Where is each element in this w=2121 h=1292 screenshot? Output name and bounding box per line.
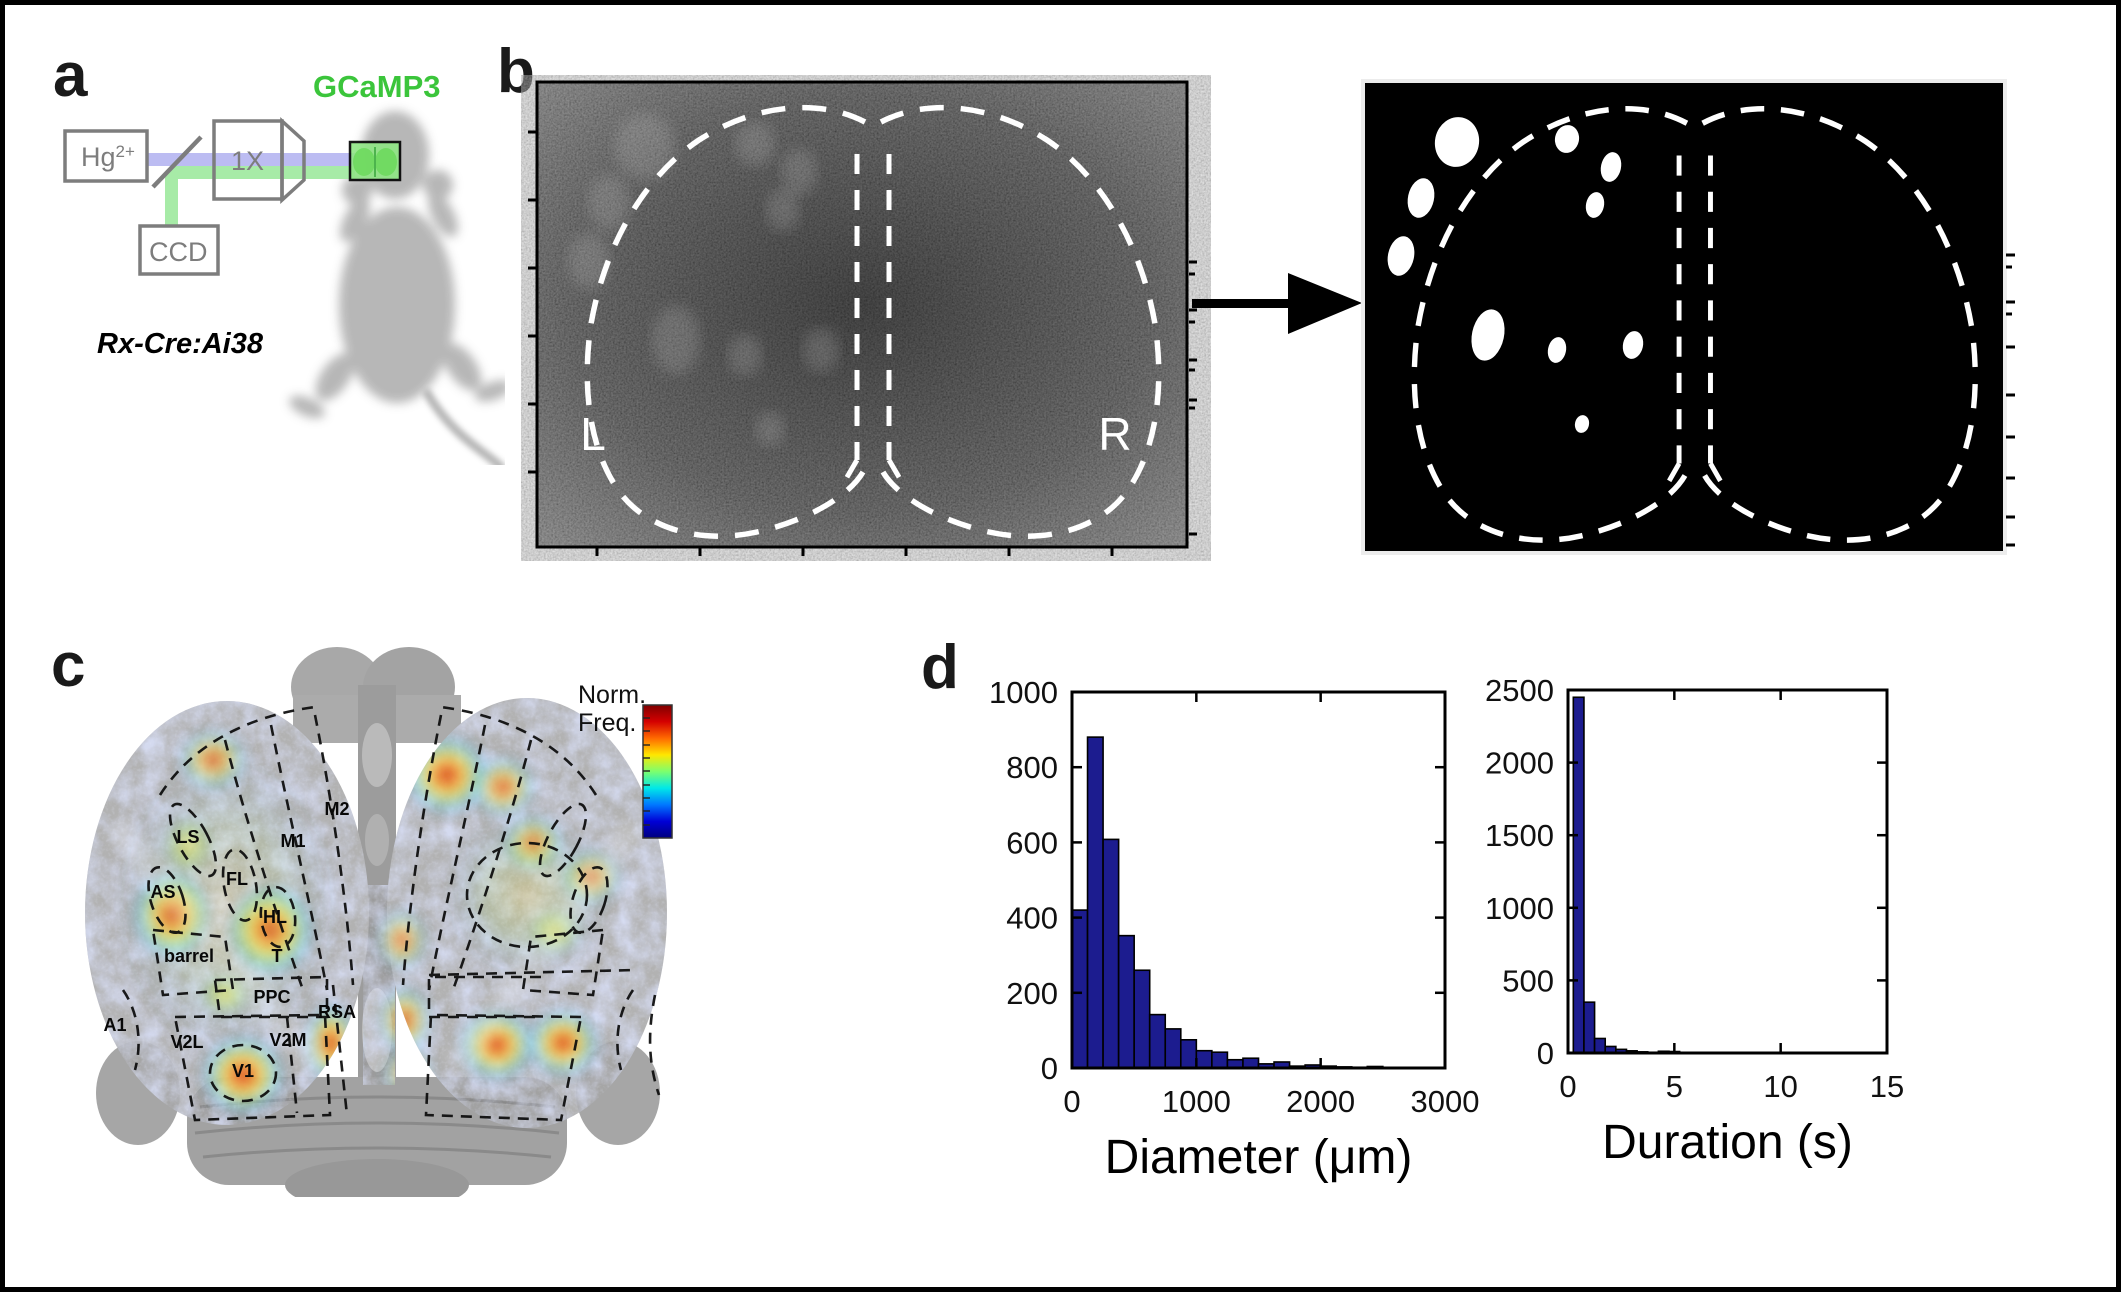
region-label-m1: M1 (280, 831, 305, 851)
region-label-v1: V1 (232, 1061, 254, 1081)
region-label-ppc: PPC (253, 987, 290, 1007)
dichroic-mirror-icon (151, 135, 203, 189)
objective-cone-icon (280, 117, 306, 204)
mouse-illustration (289, 111, 505, 465)
region-label-barrel: barrel (164, 946, 214, 966)
svg-text:5: 5 (1666, 1069, 1683, 1104)
svg-text:1000: 1000 (989, 675, 1058, 710)
emission-beam (170, 166, 355, 179)
svg-text:2000: 2000 (1286, 1084, 1355, 1119)
svg-text:1000: 1000 (1485, 891, 1554, 926)
region-label-hl: HL (263, 907, 287, 927)
left-hemisphere-label: L (580, 408, 606, 460)
svg-text:1500: 1500 (1485, 818, 1554, 853)
mouse-line-label: Rx-Cre:Ai38 (97, 328, 264, 360)
cranial-window (348, 140, 402, 182)
svg-text:200: 200 (1006, 976, 1058, 1011)
panel-b-label: b (497, 37, 535, 106)
emission-beam-down (165, 172, 178, 228)
event-frequency-brain-map: LS M2 M1 FL AS HL T barrel PPC RSA A1 V2… (85, 647, 673, 1197)
mercury-lamp-box: Hg2+ (63, 129, 149, 183)
panel-c-label: c (51, 631, 86, 700)
brain-outline-dashed (1411, 106, 1978, 543)
svg-text:3000: 3000 (1411, 1084, 1480, 1119)
lamp-label: Hg2+ (81, 142, 135, 172)
ccd-camera-box: CCD (138, 224, 220, 276)
axis-ticks (2006, 253, 2015, 547)
region-label-m2: M2 (324, 799, 349, 819)
colorbar: Norm. Freq. 1 0.6 0.2 (578, 681, 673, 839)
svg-text:0: 0 (1559, 1069, 1576, 1104)
objective-label: 1X (231, 146, 264, 176)
ccd-label: CCD (149, 237, 208, 267)
panel-d-label: d (921, 633, 959, 702)
faint-activity-smudges (568, 114, 839, 446)
region-label-fl: FL (226, 869, 248, 889)
colorbar-title-line1: Norm. (578, 681, 646, 709)
region-label-v2l: V2L (170, 1032, 203, 1052)
region-label-rsa: RSA (318, 1002, 356, 1022)
svg-text:2000: 2000 (1485, 746, 1554, 781)
svg-text:1000: 1000 (1162, 1084, 1231, 1119)
region-label-t: T (272, 946, 283, 966)
panel-a-schematic: Hg2+ 1X CCD GCaMP3 Rx-Cre:Ai38 (63, 69, 505, 465)
right-hemisphere-label: R (1098, 408, 1131, 460)
svg-text:2500: 2500 (1485, 673, 1554, 708)
svg-text:400: 400 (1006, 901, 1058, 936)
colorbar-title-line2: Freq. (578, 709, 636, 737)
svg-text:600: 600 (1006, 825, 1058, 860)
svg-text:Diameter (μm): Diameter (μm) (1105, 1131, 1413, 1184)
svg-text:0: 0 (1041, 1051, 1058, 1086)
region-label-v2m: V2M (269, 1030, 306, 1050)
region-label-a1: A1 (103, 1015, 126, 1035)
duration-histogram: 0 5 10 15 0 500 1000 1500 2000 2500 Duration (s) (1485, 673, 1904, 1169)
brain-outline-dashed (584, 104, 1162, 539)
region-label-as: AS (150, 882, 175, 902)
svg-text:500: 500 (1502, 963, 1554, 998)
svg-text:10: 10 (1763, 1069, 1797, 1104)
region-label-ls: LS (176, 827, 199, 847)
raw-fluorescence-image: L R (528, 80, 1197, 556)
arrow-right-icon (1192, 273, 1362, 334)
axis-ticks (528, 130, 1197, 556)
detected-event-blobs (1387, 117, 1644, 433)
svg-text:Duration (s): Duration (s) (1602, 1116, 1853, 1169)
cortical-region-borders (121, 705, 661, 1122)
svg-text:0: 0 (1063, 1084, 1080, 1119)
gcamp-label: GCaMP3 (313, 69, 440, 104)
svg-text:15: 15 (1870, 1069, 1904, 1104)
region-labels: LS M2 M1 FL AS HL T barrel PPC RSA A1 V2… (103, 799, 356, 1081)
thresholded-events-image (1361, 79, 2015, 555)
diameter-histogram: 0 1000 2000 3000 0 200 400 600 800 1000 Diameter (… (989, 675, 1479, 1184)
svg-text:0: 0 (1537, 1036, 1554, 1071)
objective-box: 1X (212, 117, 306, 204)
svg-text:800: 800 (1006, 750, 1058, 785)
panel-a-label: a (53, 41, 88, 110)
